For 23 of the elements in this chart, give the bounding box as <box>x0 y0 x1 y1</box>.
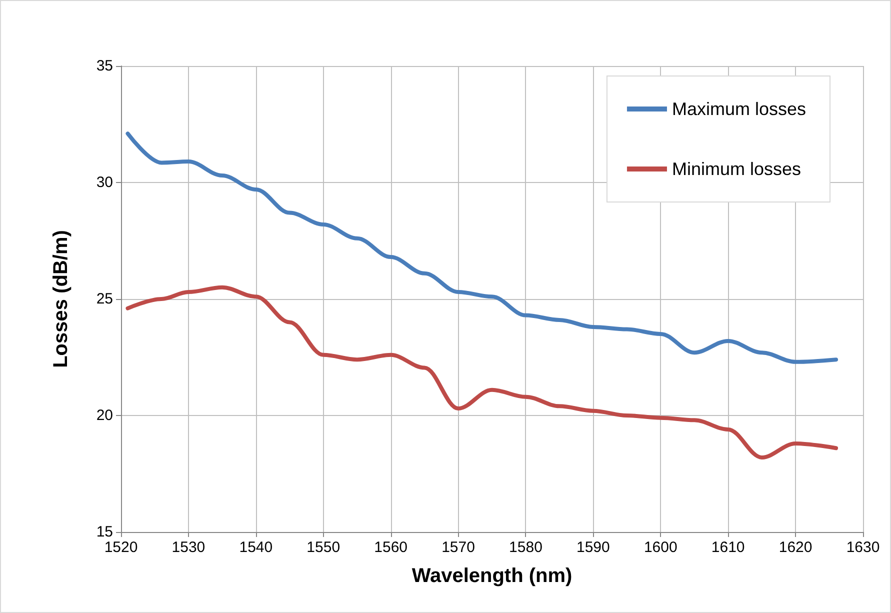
x-tick-label: 1590 <box>576 539 610 556</box>
x-tick-label: 1570 <box>442 539 475 556</box>
x-tick-label: 1520 <box>104 539 138 556</box>
x-tick-label: 1560 <box>374 539 408 556</box>
legend-label: Maximum losses <box>672 99 806 119</box>
x-tick-label: 1610 <box>711 539 745 556</box>
x-tick-label: 1550 <box>306 539 340 556</box>
x-tick-label: 1620 <box>778 539 812 556</box>
x-tick-label: 1530 <box>172 539 206 556</box>
y-tick-label: 25 <box>96 290 113 308</box>
y-tick-label: 20 <box>96 407 113 424</box>
y-axis-title: Losses (dB/m) <box>50 230 72 368</box>
x-tick-label: 1580 <box>509 539 542 556</box>
y-tick-label: 35 <box>96 58 113 74</box>
y-tick-label: 15 <box>96 524 113 540</box>
x-axis-title: Wavelength (nm) <box>412 565 572 587</box>
x-tick-label: 1600 <box>644 539 678 556</box>
line-series <box>126 132 838 364</box>
x-tick-label: 1540 <box>239 539 273 556</box>
x-tick-label: 1630 <box>846 539 880 556</box>
y-tick-label: 30 <box>96 174 113 191</box>
line-series <box>126 285 838 460</box>
legend-label: Minimum losses <box>672 159 802 179</box>
